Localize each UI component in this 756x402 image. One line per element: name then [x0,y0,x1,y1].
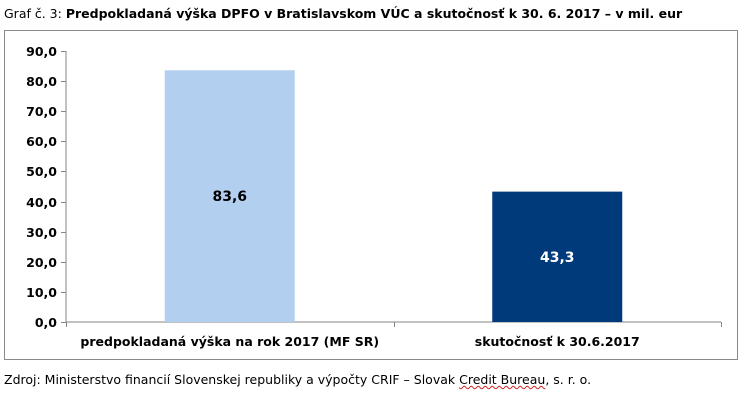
y-tick-label: 0,0 [35,315,57,330]
chart-frame: 0,0 10,0 20,0 30,0 40,0 50,0 60,0 70,0 80,0 90,0 … [4,30,738,360]
y-tick-label: 40,0 [26,195,57,210]
y-tick-label: 60,0 [26,134,57,149]
source-text: Zdroj: Ministerstvo financií Slovenskej … [4,372,460,387]
data-label: 43,3 [540,250,575,266]
y-tick-label: 20,0 [26,255,57,270]
bar [492,191,623,322]
bar [164,70,295,322]
y-tick-label: 10,0 [26,285,57,300]
source-note: Zdroj: Ministerstvo financií Slovenskej … [4,372,591,388]
chart-bars [164,70,623,322]
y-tick-label: 90,0 [26,44,57,59]
data-label: 83,6 [212,189,247,205]
x-category-label: predpokladaná výška na rok 2017 (MF SR) [80,334,379,349]
x-category-label: skutočnosť k 30.6.2017 [475,334,640,349]
y-tick-label: 50,0 [26,164,57,179]
y-tick-label: 30,0 [26,225,57,240]
y-tick-label: 70,0 [26,104,57,119]
chart-labels: 83,6 predpokladaná výška na rok 2017 (MF … [80,189,639,349]
caption-prefix: Graf č. 3: [4,6,66,21]
source-text-end: , s. r. o. [545,372,592,387]
chart-title: Predpokladaná výška DPFO v Bratislavskom… [65,6,683,21]
bar-chart: 0,010,020,030,040,050,060,070,080,090,0 … [26,44,722,349]
chart-caption: Graf č. 3: Predpokladaná výška DPFO v Br… [4,6,754,22]
source-text-flagged: Credit Bureau [459,372,546,387]
y-tick-label: 80,0 [26,74,57,89]
